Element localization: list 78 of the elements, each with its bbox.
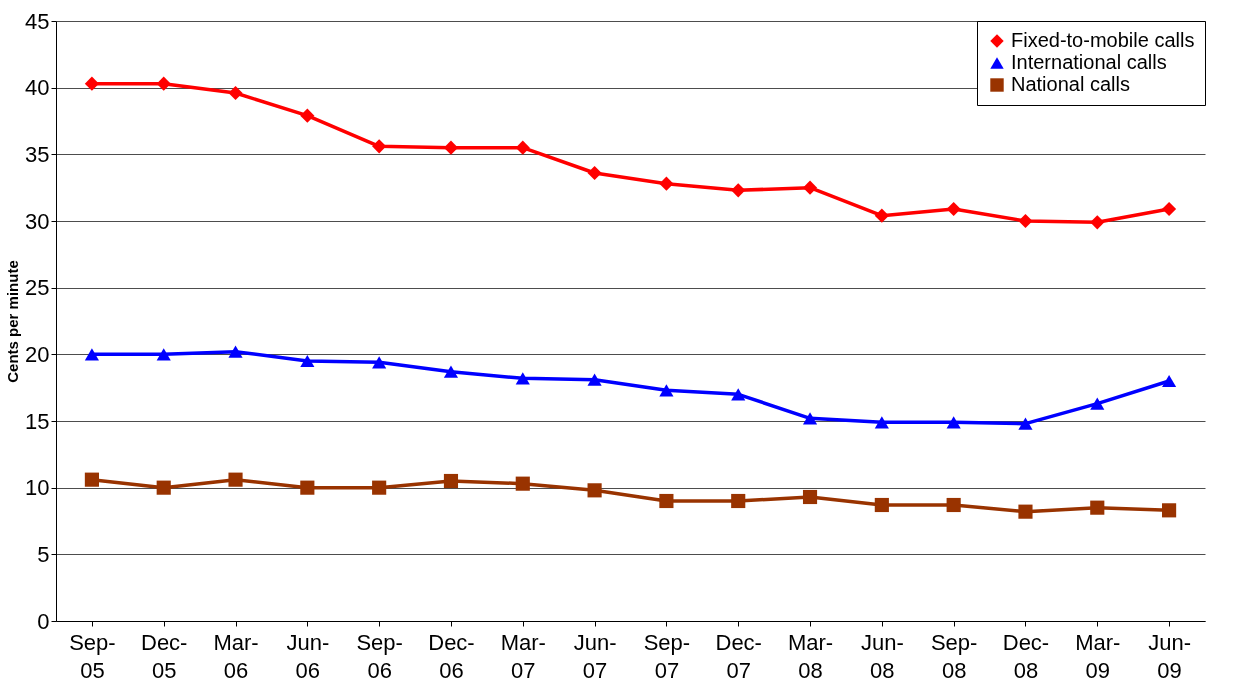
x-tick-label: Mar-07 <box>500 629 546 683</box>
x-tick-label: Sep-06 <box>356 629 403 683</box>
point <box>1090 397 1105 410</box>
point <box>946 497 961 513</box>
y-tick-label: 20 <box>25 341 50 367</box>
point <box>1162 201 1177 217</box>
x-tick-label: Jun-06 <box>286 629 330 683</box>
x-tick-label: Jun-07 <box>573 629 617 683</box>
point <box>84 472 99 487</box>
x-tick-label: Mar-09 <box>1075 629 1121 683</box>
y-axis-title: Cents per minute <box>4 260 22 383</box>
point <box>1162 374 1177 388</box>
x-tick-label: Jun-08 <box>860 629 904 683</box>
point <box>84 348 99 361</box>
x-tick-label: Sep-07 <box>643 629 691 683</box>
point <box>515 140 530 155</box>
point <box>515 476 530 491</box>
x-tick-label: Dec-05 <box>140 629 188 683</box>
point <box>1018 417 1033 430</box>
point <box>802 489 818 505</box>
point <box>372 480 387 495</box>
point <box>515 372 530 385</box>
y-tick-label: 45 <box>25 8 50 34</box>
point <box>372 356 387 369</box>
y-tick-label: 5 <box>37 541 50 567</box>
point <box>731 183 746 198</box>
point <box>802 180 818 195</box>
point <box>874 497 889 513</box>
point <box>443 365 459 378</box>
y-tick-label: 40 <box>25 75 50 101</box>
legend-label: National calls <box>1011 73 1130 95</box>
point <box>443 140 459 155</box>
point <box>443 473 459 489</box>
point <box>1162 503 1177 518</box>
point <box>659 384 674 397</box>
point <box>659 176 674 191</box>
point <box>156 480 171 495</box>
point <box>874 416 889 429</box>
y-tick-label: 0 <box>37 608 50 634</box>
point <box>587 165 602 181</box>
x-tick-label: Dec-06 <box>428 629 475 683</box>
x-tick-label: Dec-08 <box>1002 629 1050 683</box>
y-tick-label: 10 <box>25 475 50 501</box>
point <box>300 354 315 368</box>
x-tick-label: Dec-07 <box>715 629 762 683</box>
point <box>1090 500 1105 515</box>
point <box>1090 215 1105 230</box>
point <box>156 348 171 361</box>
y-tick-label: 25 <box>25 275 50 301</box>
point <box>1018 504 1033 519</box>
y-tick-label: 35 <box>25 141 50 167</box>
point <box>228 472 243 487</box>
x-tick-label: Mar-06 <box>213 629 259 683</box>
point <box>300 108 315 123</box>
point <box>228 345 243 358</box>
point <box>946 416 961 429</box>
point <box>587 373 602 386</box>
point <box>587 483 602 498</box>
y-tick-label: 15 <box>25 408 50 434</box>
legend-label: Fixed-to-mobile calls <box>1011 29 1195 51</box>
point <box>156 76 171 91</box>
point <box>802 412 818 425</box>
point <box>228 85 243 101</box>
x-tick-label: Sep-05 <box>69 629 116 683</box>
legend-label: International calls <box>1011 51 1167 73</box>
point <box>731 493 746 509</box>
point <box>659 493 674 509</box>
point <box>731 388 746 401</box>
point <box>84 76 99 91</box>
x-tick-label: Sep-08 <box>930 629 978 683</box>
point <box>1018 213 1033 229</box>
point <box>300 480 315 495</box>
y-tick-label: 30 <box>25 208 50 234</box>
x-tick-label: Mar-08 <box>787 629 834 683</box>
point <box>874 208 889 223</box>
point <box>372 139 387 154</box>
x-tick-label: Jun-09 <box>1148 629 1191 683</box>
point <box>946 201 961 217</box>
